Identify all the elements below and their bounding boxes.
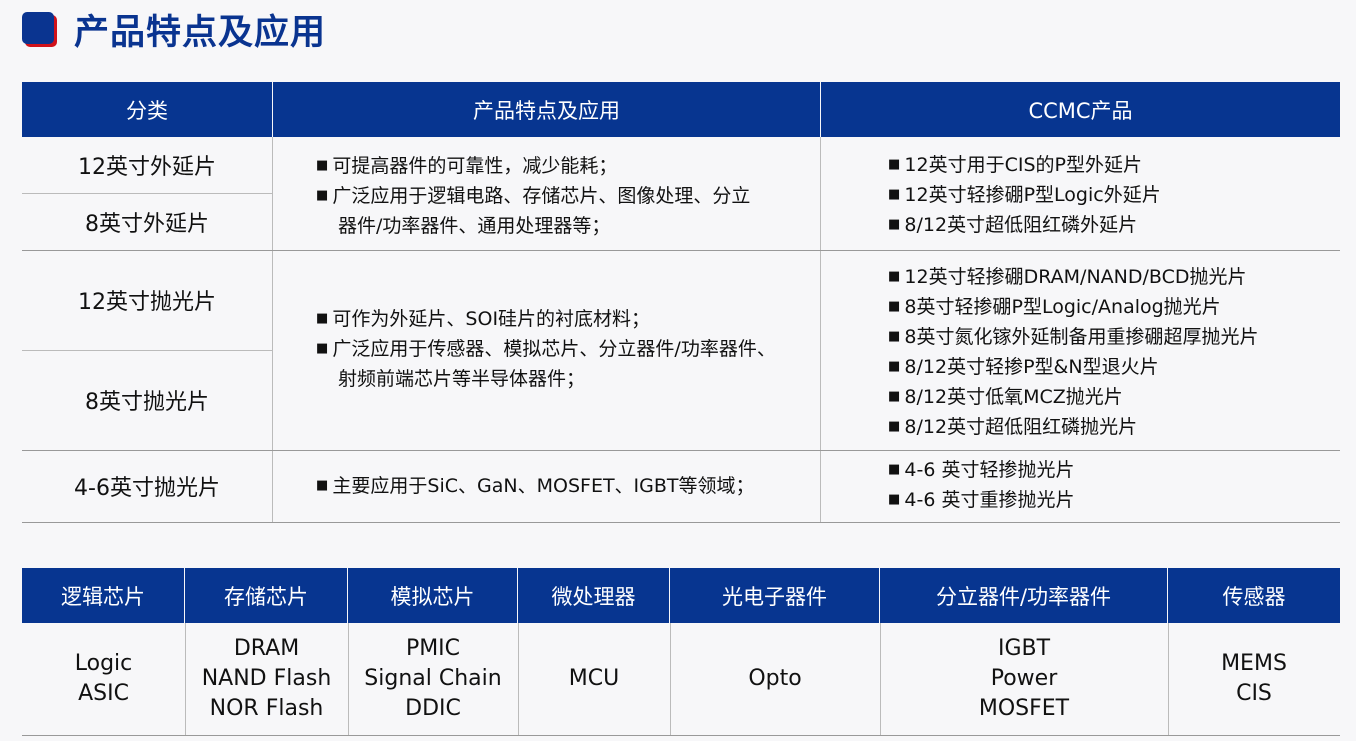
header-cell: 分立器件/功率器件 (880, 568, 1167, 623)
header-cell: 模拟芯片 (348, 568, 517, 623)
list-item: 广泛应用于传感器、模拟芯片、分立器件/功率器件、射频前端芯片等半导体器件； (316, 334, 776, 394)
divider (880, 623, 881, 735)
header-cell: 存储芯片 (185, 568, 347, 623)
divider (22, 735, 1340, 736)
list-item: 12英寸轻掺硼P型Logic外延片 (888, 180, 1160, 210)
list-item: 8英寸氮化镓外延制备用重掺硼超厚抛光片 (888, 322, 1258, 352)
features-list: 可提高器件的可靠性，减少能耗； 广泛应用于逻辑电路、存储芯片、图像处理、分立器件… (316, 151, 756, 241)
cell-line: DRAM (233, 636, 300, 661)
cell-line: PMIC (405, 636, 461, 661)
header-features: 产品特点及应用 (273, 82, 820, 137)
category-cell: 12英寸抛光片 (78, 290, 216, 315)
list-item: 8/12英寸低氧MCZ抛光片 (888, 382, 1259, 412)
list-item: 主要应用于SiC、GaN、MOSFET、IGBT等领域； (316, 471, 796, 501)
list-item: 12英寸轻掺硼DRAM/NAND/BCD抛光片 (888, 262, 1259, 292)
app-cell: DRAM NAND Flash NOR Flash (185, 623, 348, 735)
divider (348, 623, 349, 735)
list-item: 8/12英寸轻掺P型&N型退火片 (888, 352, 1259, 382)
products-list: 12英寸轻掺硼DRAM/NAND/BCD抛光片 8英寸轻掺硼P型Logic/An… (888, 262, 1259, 442)
list-item: 可作为外延片、SOI硅片的衬底材料； (316, 304, 776, 334)
cell-line: Power (990, 666, 1058, 691)
list-item: 8英寸轻掺硼P型Logic/Analog抛光片 (888, 292, 1259, 322)
header-category: 分类 (22, 82, 272, 137)
header-cell: 传感器 (1168, 568, 1340, 623)
divider (22, 522, 1340, 523)
page-title: 产品特点及应用 (74, 13, 327, 53)
category-cell: 12英寸外延片 (78, 155, 216, 180)
cell-line: NOR Flash (209, 696, 324, 721)
cell-line: CIS (1236, 681, 1272, 706)
cell-line: MOSFET (978, 696, 1070, 721)
features-list: 主要应用于SiC、GaN、MOSFET、IGBT等领域； (316, 471, 796, 501)
list-item: 可提高器件的可靠性，减少能耗； (316, 151, 756, 181)
divider (22, 350, 272, 351)
app-cell: MCU (518, 623, 670, 735)
app-cell: Logic ASIC (22, 623, 185, 735)
divider (1168, 623, 1169, 735)
divider (22, 450, 1340, 451)
title-square-icon (22, 12, 54, 44)
header-cell: 逻辑芯片 (22, 568, 184, 623)
cell-line: Opto (748, 666, 802, 691)
divider (670, 623, 671, 735)
cell-line: Signal Chain (364, 666, 502, 691)
cell-line: DDIC (405, 696, 461, 721)
cell-line: MCU (568, 666, 620, 691)
divider (185, 623, 186, 735)
list-item: 4-6 英寸轻掺抛光片 (888, 455, 1074, 485)
app-cell: MEMS CIS (1168, 623, 1340, 735)
header-products: CCMC产品 (821, 82, 1340, 137)
features-list: 可作为外延片、SOI硅片的衬底材料； 广泛应用于传感器、模拟芯片、分立器件/功率… (316, 304, 776, 394)
header-cell: 光电子器件 (670, 568, 879, 623)
products-list: 12英寸用于CIS的P型外延片 12英寸轻掺硼P型Logic外延片 8/12英寸… (888, 150, 1161, 240)
app-cell: IGBT Power MOSFET (880, 623, 1168, 735)
list-item: 8/12英寸超低阻红磷外延片 (888, 210, 1161, 240)
divider (272, 137, 273, 522)
list-item: 8/12英寸超低阻红磷抛光片 (888, 412, 1259, 442)
category-cell: 8英寸外延片 (85, 211, 209, 237)
divider (518, 623, 519, 735)
divider (22, 250, 1340, 251)
cell-line: IGBT (997, 636, 1051, 661)
app-cell: Opto (670, 623, 880, 735)
cell-line: Logic (74, 651, 133, 676)
category-cell: 8英寸抛光片 (85, 390, 209, 415)
list-item: 广泛应用于逻辑电路、存储芯片、图像处理、分立器件/功率器件、通用处理器等； (316, 181, 756, 241)
divider (820, 137, 821, 522)
list-item: 12英寸用于CIS的P型外延片 (888, 150, 1161, 180)
divider (22, 193, 272, 194)
cell-line: ASIC (78, 681, 129, 706)
header-cell: 微处理器 (518, 568, 669, 623)
cell-line: MEMS (1221, 651, 1287, 676)
products-list: 4-6 英寸轻掺抛光片 4-6 英寸重掺抛光片 (888, 455, 1074, 515)
category-cell: 4-6英寸抛光片 (74, 476, 220, 501)
list-item: 4-6 英寸重掺抛光片 (888, 485, 1074, 515)
cell-line: NAND Flash (201, 666, 332, 691)
app-cell: PMIC Signal Chain DDIC (348, 623, 518, 735)
